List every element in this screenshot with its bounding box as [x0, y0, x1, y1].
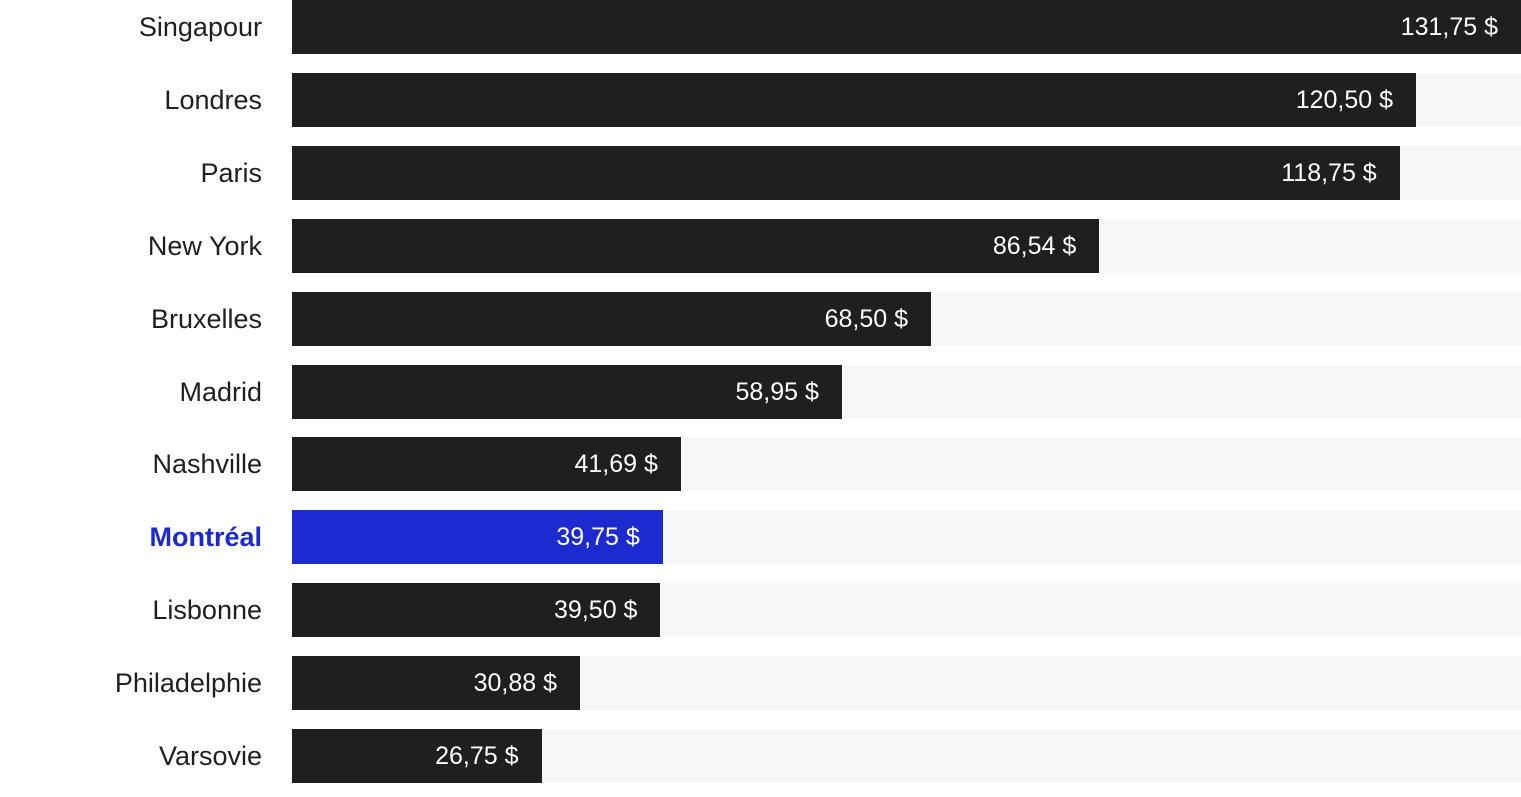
bar-track: 58,95 $ [292, 364, 1521, 419]
bar-row: Philadelphie 30,88 $ [0, 656, 1521, 711]
category-label: Philadelphie [114, 668, 262, 699]
category-label: Montréal [149, 522, 262, 553]
bar: 120,50 $ [292, 72, 1417, 127]
bar: 58,95 $ [292, 364, 842, 419]
bar-row: Singapour 131,75 $ [0, 0, 1521, 54]
category-label: Paris [200, 157, 262, 188]
bar: 39,50 $ [292, 583, 661, 638]
bar-track: 41,69 $ [292, 437, 1521, 492]
category-label: Madrid [179, 376, 262, 407]
value-label: 39,50 $ [554, 596, 638, 625]
bar: 39,75 $ [292, 510, 663, 565]
bar-track: 39,75 $ [292, 510, 1521, 565]
bar-track: 39,50 $ [292, 583, 1521, 638]
value-label: 131,75 $ [1400, 13, 1498, 41]
bar: 86,54 $ [292, 218, 1100, 273]
bar-row: Londres 120,50 $ [0, 72, 1521, 127]
bar: 41,69 $ [292, 437, 681, 492]
value-label: 26,75 $ [435, 742, 519, 770]
category-label: Singapour [138, 12, 262, 42]
category-label: Nashville [152, 449, 262, 480]
bar-row: Madrid 58,95 $ [0, 364, 1521, 419]
category-label: Varsovie [158, 741, 262, 771]
bar: 68,50 $ [292, 291, 931, 346]
bar-row: Montréal 39,75 $ [0, 510, 1521, 565]
bar-row: Bruxelles 68,50 $ [0, 291, 1521, 346]
bar-track: 86,54 $ [292, 218, 1521, 273]
bar-row: Varsovie 26,75 $ [0, 729, 1521, 783]
bar: 131,75 $ [292, 0, 1521, 54]
bar-row: Nashville 41,69 $ [0, 437, 1521, 492]
bar-track: 26,75 $ [292, 729, 1521, 783]
value-label: 41,69 $ [574, 450, 658, 479]
bar: 118,75 $ [292, 145, 1400, 200]
bar: 30,88 $ [292, 656, 581, 711]
value-label: 118,75 $ [1281, 158, 1377, 187]
value-label: 58,95 $ [735, 377, 819, 406]
category-label: New York [147, 230, 262, 261]
bar-row: Paris 118,75 $ [0, 145, 1521, 200]
bar-track: 118,75 $ [292, 145, 1521, 200]
category-label: Bruxelles [150, 303, 262, 334]
bar: 26,75 $ [292, 729, 542, 783]
bar-row: Lisbonne 39,50 $ [0, 583, 1521, 638]
bar-track: 120,50 $ [292, 72, 1521, 127]
value-label: 68,50 $ [824, 304, 908, 333]
bar-row: New York 86,54 $ [0, 218, 1521, 273]
value-label: 39,75 $ [556, 523, 640, 552]
category-label: Londres [164, 84, 262, 115]
category-label: Lisbonne [152, 595, 262, 626]
value-label: 30,88 $ [473, 669, 558, 698]
bar-track: 131,75 $ [292, 0, 1521, 54]
bar-track: 68,50 $ [292, 291, 1521, 346]
value-label: 86,54 $ [992, 231, 1077, 260]
bar-track: 30,88 $ [292, 656, 1521, 711]
value-label: 120,50 $ [1295, 85, 1394, 114]
